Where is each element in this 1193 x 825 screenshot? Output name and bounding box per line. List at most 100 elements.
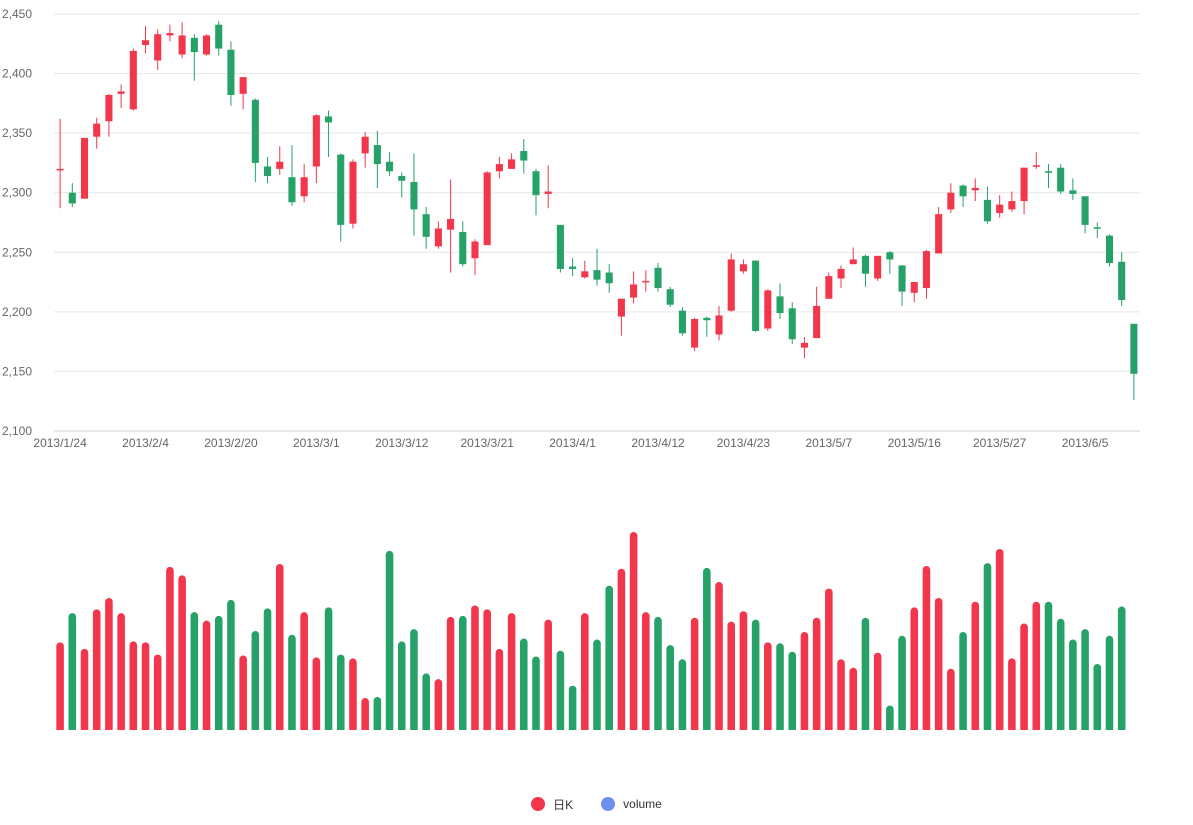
volume-bar bbox=[642, 612, 650, 730]
volume-bar bbox=[678, 659, 687, 730]
candle-body bbox=[886, 252, 894, 260]
volume-bar bbox=[1032, 601, 1041, 730]
volume-bar bbox=[581, 613, 589, 730]
volume-bar bbox=[129, 641, 138, 730]
volume-bar bbox=[947, 668, 955, 730]
volume-bar bbox=[105, 598, 113, 730]
legend-kline-label: 日K bbox=[553, 797, 574, 812]
volume-bar bbox=[288, 634, 296, 730]
y-tick-label: 2,150 bbox=[2, 364, 32, 378]
volume-bar bbox=[214, 615, 223, 730]
volume-bar bbox=[166, 566, 174, 730]
x-tick-label: 2013/5/7 bbox=[805, 436, 852, 450]
volume-bar bbox=[837, 659, 845, 730]
candle-body bbox=[800, 342, 808, 348]
y-tick-label: 2,300 bbox=[2, 186, 32, 200]
legend-item-volume[interactable]: volume bbox=[601, 797, 662, 811]
candle-body bbox=[105, 95, 113, 122]
candle-body bbox=[386, 161, 394, 172]
volume-bar bbox=[336, 654, 345, 730]
candlestick-series bbox=[56, 21, 1138, 401]
volume-bar bbox=[971, 601, 980, 730]
candle-body bbox=[325, 116, 333, 123]
candle-body bbox=[1020, 167, 1028, 202]
candle-body bbox=[227, 49, 235, 96]
candle-body bbox=[532, 171, 540, 196]
x-tick-label: 2013/3/21 bbox=[460, 436, 514, 450]
candle-body bbox=[861, 255, 869, 274]
y-tick-label: 2,450 bbox=[2, 7, 32, 21]
volume-bar bbox=[690, 617, 699, 730]
y-tick-label: 2,350 bbox=[2, 126, 32, 140]
volume-bar bbox=[1056, 618, 1065, 730]
volume-bar bbox=[251, 631, 260, 730]
candle-body bbox=[825, 276, 833, 299]
candle-body bbox=[300, 177, 308, 197]
candle-body bbox=[996, 204, 1004, 213]
volume-bar bbox=[1069, 639, 1077, 730]
candle-body bbox=[1105, 235, 1114, 264]
volume-bar bbox=[1008, 658, 1016, 730]
legend-item-kline[interactable]: 日K bbox=[531, 796, 573, 813]
candle-body bbox=[349, 161, 357, 224]
candle-body bbox=[422, 214, 430, 237]
candle-body bbox=[93, 123, 101, 137]
candle-body bbox=[1069, 190, 1077, 194]
candle-body bbox=[556, 224, 564, 269]
candle-body bbox=[434, 228, 442, 247]
candle-body bbox=[703, 317, 711, 321]
candle-body bbox=[813, 305, 821, 339]
volume-bar bbox=[227, 599, 235, 730]
volume-bar bbox=[776, 643, 784, 730]
candle-body bbox=[959, 185, 967, 197]
candle-body bbox=[202, 35, 211, 55]
candle-body bbox=[373, 145, 381, 165]
candle-body bbox=[1081, 196, 1089, 225]
candle-body bbox=[752, 260, 760, 331]
candle-body bbox=[56, 168, 64, 171]
x-tick-label: 2013/4/1 bbox=[549, 436, 596, 450]
x-tick-label: 2013/4/12 bbox=[631, 436, 685, 450]
volume-bar bbox=[666, 645, 674, 730]
candle-body bbox=[715, 315, 723, 335]
candle-body bbox=[910, 282, 918, 293]
volume-bar bbox=[397, 641, 406, 730]
x-tick-label: 2013/5/27 bbox=[973, 436, 1027, 450]
candle-body bbox=[154, 34, 162, 61]
volume-bar bbox=[300, 612, 308, 730]
volume-bar bbox=[190, 612, 199, 730]
volume-bar bbox=[556, 650, 565, 730]
candle-body bbox=[630, 284, 638, 298]
legend-volume-label: volume bbox=[623, 797, 662, 811]
candle-body bbox=[276, 161, 284, 169]
volume-bar bbox=[764, 642, 772, 730]
candle-body bbox=[776, 296, 784, 314]
candle-body bbox=[337, 154, 345, 225]
volume-bar bbox=[92, 609, 101, 730]
candle-body bbox=[898, 265, 906, 292]
candle-body bbox=[166, 33, 174, 36]
candle-body bbox=[117, 91, 125, 94]
volume-bar bbox=[80, 648, 89, 730]
candle-body bbox=[215, 24, 223, 49]
legend-volume-dot bbox=[601, 797, 616, 811]
candle-body bbox=[264, 166, 272, 177]
candle-body bbox=[983, 199, 992, 222]
candle-body bbox=[447, 218, 455, 230]
volume-bar bbox=[324, 607, 333, 730]
volume-bar bbox=[654, 616, 662, 730]
volume-bar bbox=[263, 608, 272, 730]
volume-bar bbox=[727, 621, 736, 730]
volume-bar bbox=[629, 532, 638, 730]
candle-body bbox=[520, 151, 528, 161]
candle-body bbox=[739, 264, 747, 272]
candle-body bbox=[141, 40, 150, 45]
candle-body bbox=[605, 272, 613, 284]
volume-bar bbox=[178, 575, 186, 730]
chart-canvas: 2,100 2,150 2,200 2,250 2,300 2,350 2,400 2,450… bbox=[2, 7, 1140, 730]
x-tick-label: 2013/3/1 bbox=[293, 436, 340, 450]
candle-body bbox=[617, 298, 625, 317]
candle-body bbox=[1130, 323, 1138, 374]
volume-bar bbox=[373, 697, 382, 730]
